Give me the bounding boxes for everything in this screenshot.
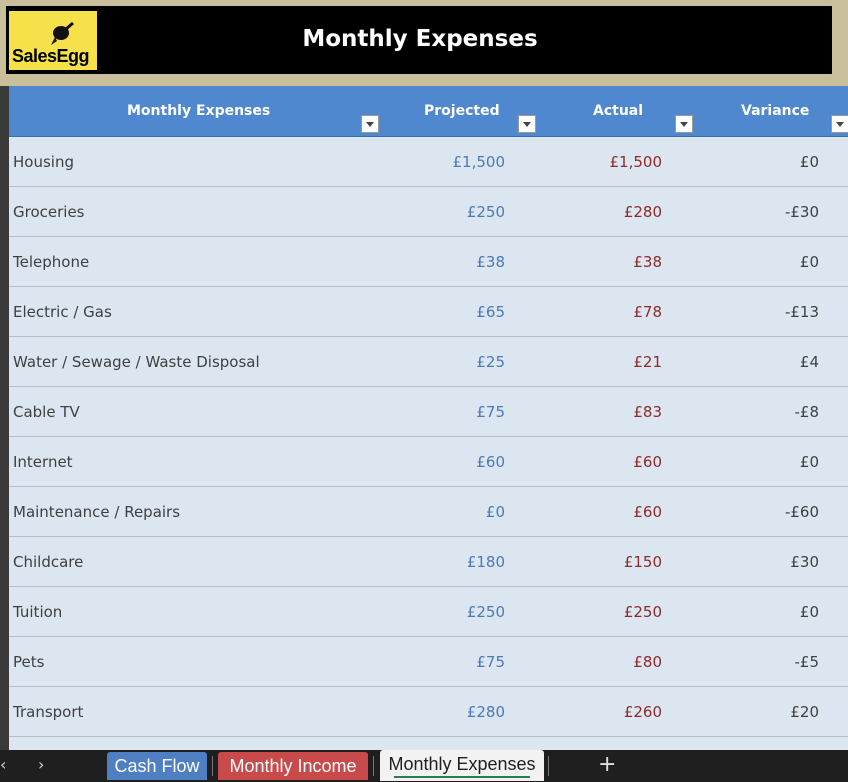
actual-value[interactable]: £21 (633, 353, 662, 371)
variance-value[interactable]: -£8 (794, 403, 820, 421)
expense-name[interactable]: Pets (13, 653, 45, 671)
variance-value[interactable]: -£5 (794, 653, 820, 671)
variance-value[interactable]: -£13 (784, 303, 819, 321)
header-bar (6, 6, 832, 74)
chevron-right-icon[interactable]: › (38, 755, 45, 774)
projected-value[interactable]: £75 (476, 653, 505, 671)
sheet-tab-bar: ‹ › Cash Flow Monthly Income Monthly Exp… (0, 750, 848, 782)
filter-dropdown-icon[interactable] (518, 115, 536, 133)
projected-value[interactable]: £1,500 (452, 153, 506, 171)
actual-value[interactable]: £150 (623, 553, 662, 571)
actual-value[interactable]: £280 (623, 203, 662, 221)
column-header-variance: Variance (741, 103, 810, 119)
plus-icon[interactable]: + (598, 752, 617, 777)
table-row[interactable]: Childcare £180 £150 £30 (9, 537, 848, 587)
table-row[interactable]: Tuition £250 £250 £0 (9, 587, 848, 637)
column-header-projected: Projected (424, 103, 500, 119)
projected-value[interactable]: £65 (476, 303, 505, 321)
variance-value[interactable]: £0 (799, 453, 819, 471)
row-header-stripe (0, 86, 9, 750)
variance-value[interactable]: £30 (790, 553, 819, 571)
actual-value[interactable]: £78 (633, 303, 662, 321)
expenses-table: Monthly Expenses Projected Actual Varian… (9, 86, 848, 750)
variance-value[interactable]: -£60 (784, 503, 819, 521)
projected-value[interactable]: £250 (466, 203, 505, 221)
expense-name[interactable]: Childcare (13, 553, 84, 571)
expense-name[interactable]: Tuition (13, 603, 63, 621)
actual-value[interactable]: £250 (623, 603, 662, 621)
table-row[interactable]: Electric / Gas £65 £78 -£13 (9, 287, 848, 337)
tab-monthly-income[interactable]: Monthly Income (218, 752, 368, 780)
actual-value[interactable]: £60 (633, 503, 662, 521)
tab-divider (548, 756, 549, 776)
table-row[interactable]: Internet £60 £60 £0 (9, 437, 848, 487)
variance-value[interactable]: -£30 (784, 203, 819, 221)
expense-name[interactable]: Cable TV (13, 403, 80, 421)
projected-value[interactable]: £38 (476, 253, 505, 271)
egg-chick-icon (51, 21, 74, 45)
expense-name[interactable]: Transport (13, 703, 84, 721)
table-row[interactable]: Housing £1,500 £1,500 £0 (9, 137, 848, 187)
tab-divider (373, 756, 374, 776)
expense-name[interactable]: Water / Sewage / Waste Disposal (13, 353, 260, 371)
expense-name[interactable]: Groceries (13, 203, 85, 221)
tab-monthly-expenses[interactable]: Monthly Expenses (380, 750, 544, 781)
tab-label: Monthly Expenses (388, 754, 536, 774)
table-row[interactable]: Telephone £38 £38 £0 (9, 237, 848, 287)
logo: SalesEgg (9, 11, 97, 70)
expense-name[interactable]: Electric / Gas (13, 303, 112, 321)
header-band: SalesEgg Monthly Expenses (0, 0, 848, 86)
filter-dropdown-icon[interactable] (675, 115, 693, 133)
table-row[interactable]: Transport £280 £260 £20 (9, 687, 848, 737)
column-header-actual: Actual (593, 103, 644, 119)
projected-value[interactable]: £60 (476, 453, 505, 471)
variance-value[interactable]: £20 (790, 703, 819, 721)
tab-cash-flow[interactable]: Cash Flow (107, 752, 207, 780)
table-row[interactable]: Pets £75 £80 -£5 (9, 637, 848, 687)
actual-value[interactable]: £83 (633, 403, 662, 421)
table-row[interactable]: Maintenance / Repairs £0 £60 -£60 (9, 487, 848, 537)
table-header: Monthly Expenses Projected Actual Varian… (9, 86, 848, 137)
chevron-left-icon[interactable]: ‹ (0, 755, 7, 774)
variance-value[interactable]: £0 (799, 603, 819, 621)
projected-value[interactable]: £180 (466, 553, 505, 571)
page-title: Monthly Expenses (302, 26, 538, 52)
actual-value[interactable]: £38 (633, 253, 662, 271)
variance-value[interactable]: £0 (799, 153, 819, 171)
projected-value[interactable]: £25 (476, 353, 505, 371)
projected-value[interactable]: £250 (466, 603, 505, 621)
logo-text: SalesEgg (12, 46, 90, 66)
filter-dropdown-icon[interactable] (361, 115, 379, 133)
actual-value[interactable]: £60 (633, 453, 662, 471)
expense-name[interactable]: Internet (13, 453, 73, 471)
table-row[interactable]: Groceries £250 £280 -£30 (9, 187, 848, 237)
projected-value[interactable]: £0 (485, 503, 505, 521)
actual-value[interactable]: £80 (633, 653, 662, 671)
variance-value[interactable]: £0 (799, 253, 819, 271)
actual-value[interactable]: £260 (623, 703, 662, 721)
tab-divider (212, 756, 213, 776)
filter-dropdown-icon[interactable] (831, 115, 848, 133)
active-tab-underline (394, 776, 530, 778)
expense-name[interactable]: Maintenance / Repairs (13, 503, 181, 521)
expense-name[interactable]: Housing (13, 153, 74, 171)
projected-value[interactable]: £75 (476, 403, 505, 421)
actual-value[interactable]: £1,500 (609, 153, 663, 171)
column-header-expenses: Monthly Expenses (127, 103, 271, 119)
variance-value[interactable]: £4 (799, 353, 819, 371)
expense-name[interactable]: Telephone (13, 253, 90, 271)
table-row[interactable]: Water / Sewage / Waste Disposal £25 £21 … (9, 337, 848, 387)
table-row[interactable]: Cable TV £75 £83 -£8 (9, 387, 848, 437)
projected-value[interactable]: £280 (466, 703, 505, 721)
